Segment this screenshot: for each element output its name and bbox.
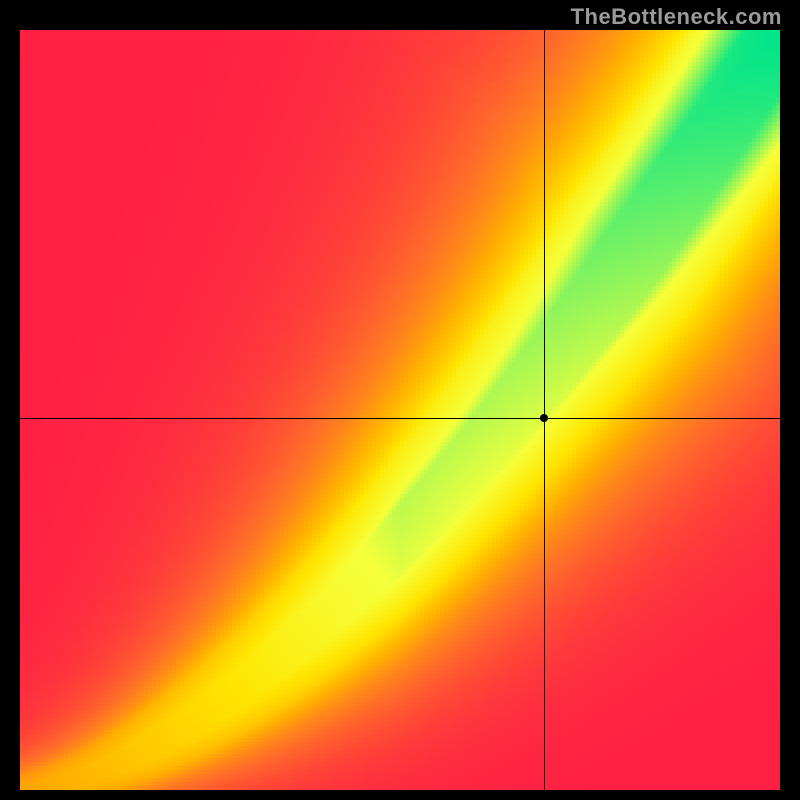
crosshair-marker-dot [540, 414, 548, 422]
bottleneck-heatmap [20, 30, 780, 790]
crosshair-horizontal-line [20, 418, 780, 419]
crosshair-vertical-line [544, 30, 545, 790]
watermark-label: TheBottleneck.com [571, 4, 782, 30]
